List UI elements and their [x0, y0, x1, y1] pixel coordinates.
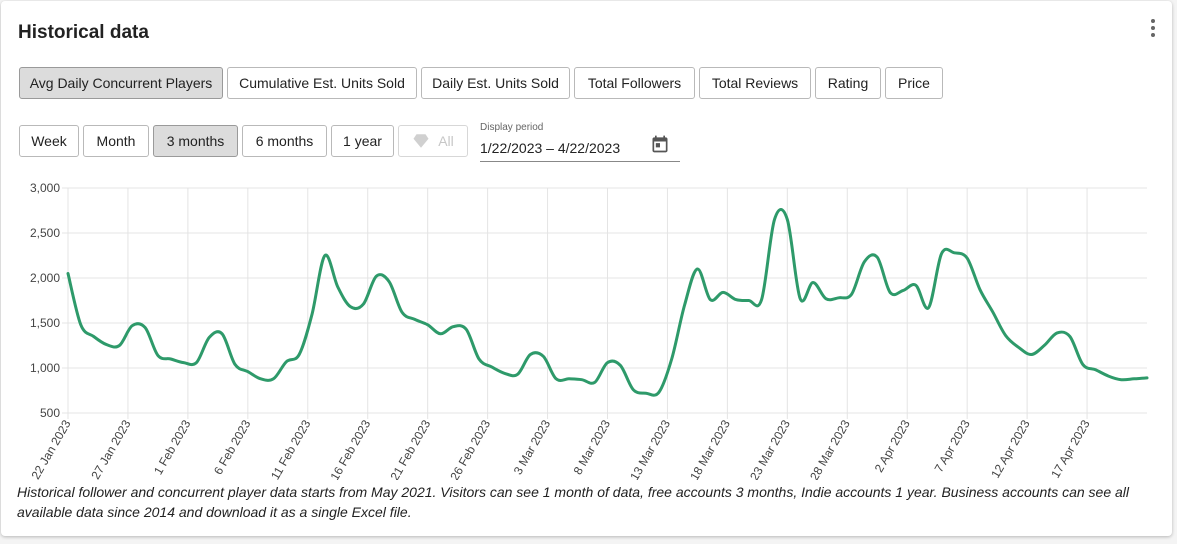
- tab-total-reviews[interactable]: Total Reviews: [699, 67, 811, 99]
- x-tick-label: 2 Apr 2023: [872, 417, 913, 475]
- range-3-months-button[interactable]: 3 months: [153, 125, 238, 157]
- chart-grid: [62, 187, 1147, 419]
- card-title: Historical data: [18, 22, 149, 43]
- y-tick-label: 1,500: [30, 316, 60, 330]
- more-options-icon[interactable]: [1145, 17, 1161, 39]
- range-month-button[interactable]: Month: [83, 125, 149, 157]
- tab-avg-daily-concurrent-players[interactable]: Avg Daily Concurrent Players: [19, 67, 223, 99]
- tab-rating[interactable]: Rating: [815, 67, 881, 99]
- x-tick-label: 22 Jan 2023: [28, 417, 73, 480]
- x-tick-label: 23 Mar 2023: [747, 417, 793, 480]
- x-tick-label: 6 Feb 2023: [211, 417, 254, 477]
- x-tick-label: 7 Apr 2023: [932, 417, 973, 475]
- x-axis: 22 Jan 2023 27 Jan 2023 1 Feb 2023 6 Feb 20…: [28, 417, 1092, 480]
- x-tick-label: 26 Feb 2023: [447, 417, 493, 480]
- x-tick-label: 8 Mar 2023: [571, 417, 614, 477]
- tab-cumulative-est-units-sold[interactable]: Cumulative Est. Units Sold: [227, 67, 417, 99]
- calendar-icon[interactable]: [650, 134, 670, 154]
- y-axis: 3,000 2,500 2,000 1,500 1,000 500: [30, 181, 60, 420]
- x-tick-label: 28 Mar 2023: [807, 417, 853, 480]
- display-period-label: Display period: [480, 122, 544, 133]
- x-tick-label: 12 Apr 2023: [988, 417, 1033, 480]
- x-tick-label: 21 Feb 2023: [387, 417, 433, 480]
- range-week-button[interactable]: Week: [19, 125, 79, 157]
- y-tick-label: 1,000: [30, 361, 60, 375]
- x-tick-label: 13 Mar 2023: [627, 417, 673, 480]
- y-tick-label: 500: [40, 406, 60, 420]
- x-tick-label: 1 Feb 2023: [151, 417, 194, 477]
- display-period-input[interactable]: 1/22/2023 – 4/22/2023: [480, 140, 621, 156]
- x-tick-label: 3 Mar 2023: [511, 417, 554, 477]
- tab-total-followers[interactable]: Total Followers: [574, 67, 695, 99]
- range-6-months-button[interactable]: 6 months: [242, 125, 327, 157]
- x-tick-label: 11 Feb 2023: [268, 417, 314, 480]
- range-all-label: All: [438, 133, 454, 149]
- concurrent-players-chart: 3,000 2,500 2,000 1,500 1,000 500 22 Jan 2023…: [28, 181, 1149, 480]
- display-period-underline: [480, 161, 680, 162]
- y-tick-label: 2,500: [30, 226, 60, 240]
- x-tick-label: 27 Jan 2023: [88, 417, 133, 480]
- range-all-button[interactable]: All: [398, 125, 468, 157]
- range-1-year-button[interactable]: 1 year: [331, 125, 394, 157]
- y-tick-label: 3,000: [30, 181, 60, 195]
- data-availability-note: Historical follower and concurrent playe…: [17, 484, 1130, 520]
- y-tick-label: 2,000: [30, 271, 60, 285]
- diamond-icon: [413, 134, 429, 148]
- x-tick-label: 16 Feb 2023: [328, 417, 374, 480]
- tab-daily-est-units-sold[interactable]: Daily Est. Units Sold: [421, 67, 570, 99]
- x-tick-label: 18 Mar 2023: [687, 417, 733, 480]
- series-line: [66, 208, 1149, 397]
- x-tick-label: 17 Apr 2023: [1048, 417, 1093, 480]
- tab-price[interactable]: Price: [885, 67, 943, 99]
